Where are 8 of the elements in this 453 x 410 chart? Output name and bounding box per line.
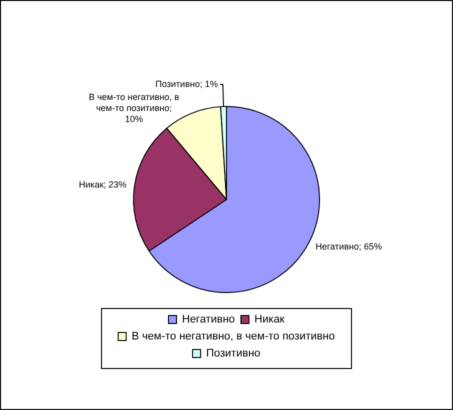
data-label: Позитивно; 1% [155,79,218,90]
legend-label: В чем-то негативно, в чем-то позитивно [132,330,335,343]
legend-label: Позитивно [206,348,260,360]
data-label: Никак; 23% [78,180,127,190]
legend-label: Негативно [182,314,235,326]
legend-label: Никак [254,314,285,326]
data-label: В чем-то негативно, в чем-то позитивно; 10% [88,92,180,124]
data-label: Негативно; 65% [316,242,382,252]
